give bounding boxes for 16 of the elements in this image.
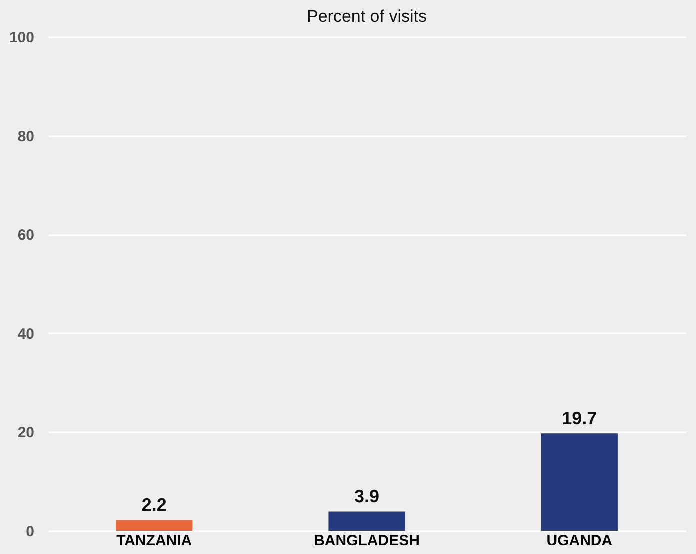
x-tick-label: BANGLADESH: [314, 532, 420, 550]
chart-title: Percent of visits: [307, 7, 427, 26]
bar: [116, 520, 193, 531]
y-tick-label: 60: [18, 227, 34, 244]
y-tick-label: 100: [9, 30, 34, 46]
data-label: 2.2: [142, 495, 167, 516]
y-tick-label: 0: [26, 524, 34, 540]
y-tick-label: 40: [18, 326, 34, 343]
x-tick-label: UGANDA: [546, 532, 613, 550]
bar: [328, 512, 406, 531]
x-tick-label: TANZANIA: [116, 532, 192, 550]
data-label: 3.9: [354, 486, 380, 507]
y-tick-label: 20: [18, 424, 34, 442]
bar: [541, 434, 618, 531]
y-tick-label: 80: [18, 128, 34, 146]
data-label: 19.7: [562, 408, 598, 429]
